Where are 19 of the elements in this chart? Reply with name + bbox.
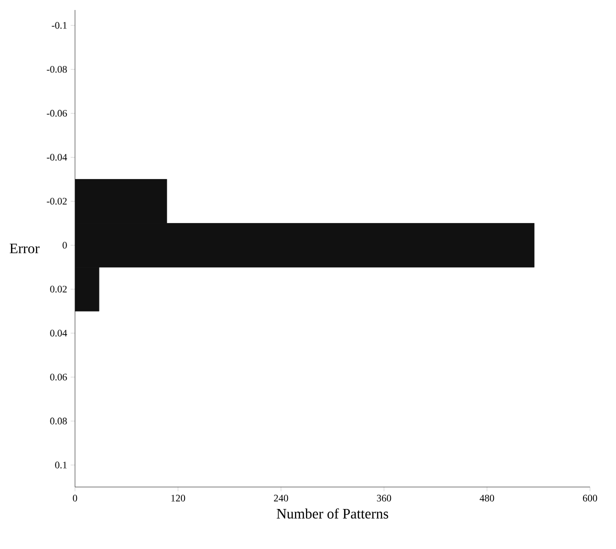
y-tick-label: 0.08 bbox=[50, 418, 67, 424]
x-axis-title: Number of Patterns bbox=[276, 508, 388, 519]
x-tick-label: 0 bbox=[72, 494, 78, 502]
y-tick-label: -0.06 bbox=[46, 110, 67, 117]
x-tick-label: 600 bbox=[582, 494, 598, 502]
x-tick-label: 480 bbox=[480, 494, 494, 502]
y-tick-label: 0.02 bbox=[50, 286, 67, 293]
x-tick-label: 360 bbox=[377, 494, 392, 502]
x-tick-label: 120 bbox=[171, 494, 186, 502]
y-tick-label: -0.04 bbox=[46, 154, 68, 161]
y-tick-label: -0.1 bbox=[52, 22, 67, 29]
y-tick-label: -0.02 bbox=[46, 198, 67, 205]
y-tick-label: 0 bbox=[62, 242, 67, 249]
y-tick-label: 0.06 bbox=[50, 374, 67, 380]
y-axis-title: Error bbox=[10, 244, 40, 254]
y-tick-label: -0.08 bbox=[46, 66, 67, 73]
y-tick-label: 0.04 bbox=[50, 330, 68, 337]
y-tick-label: 0.1 bbox=[55, 462, 67, 468]
x-tick-label: 240 bbox=[274, 494, 288, 502]
